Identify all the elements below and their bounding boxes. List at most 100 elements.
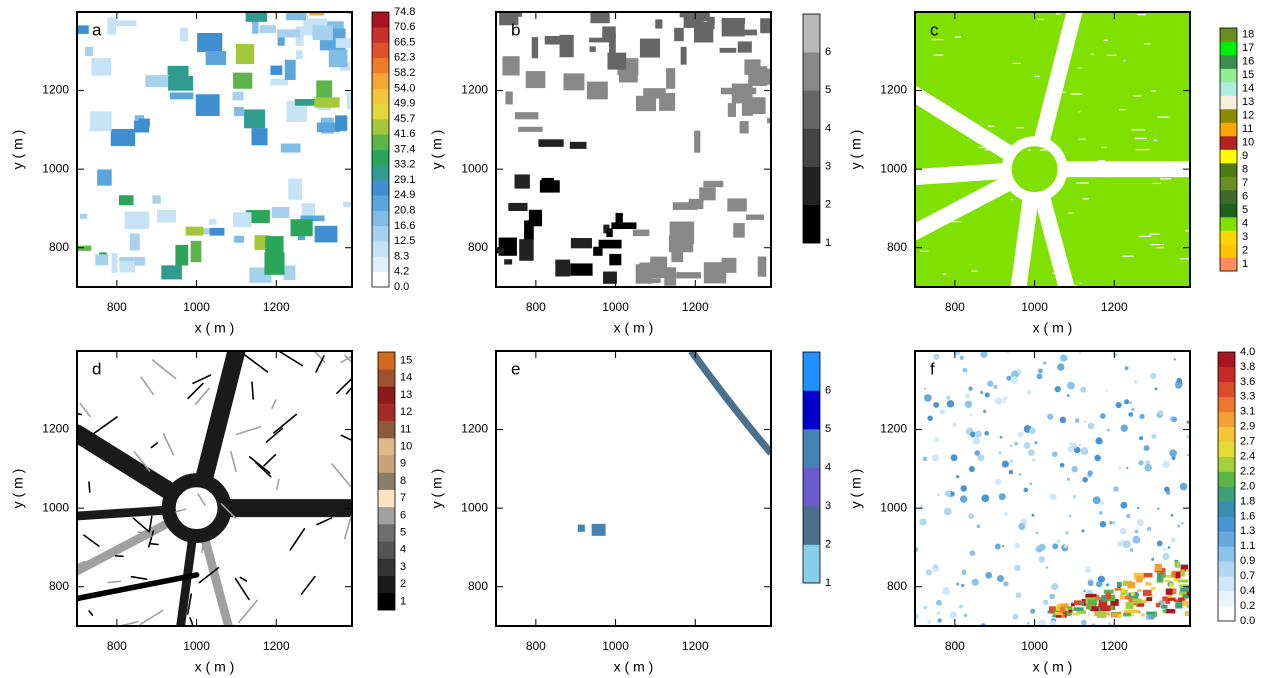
map-cell (1128, 412, 1133, 417)
map-cell (1067, 478, 1070, 481)
map-cell (609, 254, 621, 265)
map-cell (1071, 466, 1077, 472)
map-cell (1047, 414, 1053, 420)
map-cell (206, 51, 226, 65)
colorbar-swatch (1218, 427, 1235, 442)
map-cell (970, 414, 972, 416)
colorbar-swatch (372, 88, 389, 104)
road (691, 351, 771, 453)
colorbar-label: 6 (1242, 191, 1248, 203)
y-tick-label: 1200 (42, 422, 69, 436)
colorbar-swatch (803, 468, 820, 507)
y-tick-label: 800 (468, 240, 488, 254)
colorbar-label: 62.3 (394, 52, 415, 64)
map-cell (1078, 283, 1081, 284)
map-cell (606, 228, 612, 237)
map-cell (603, 272, 617, 284)
map-cell (1112, 521, 1116, 525)
map-cell (1065, 26, 1078, 27)
colorbar-swatch (378, 593, 395, 611)
colorbar-swatch (1220, 69, 1237, 83)
map-cell (1130, 548, 1134, 552)
map-cell (1155, 564, 1162, 571)
map-cell (1081, 620, 1087, 626)
colorbar-label: 5 (1242, 204, 1248, 216)
map-cell (673, 202, 698, 210)
road (131, 577, 146, 580)
colorbar-swatch (1220, 136, 1237, 150)
map-cell (1160, 572, 1163, 575)
map-cell (1029, 482, 1032, 485)
colorbar-label: 2 (825, 199, 831, 211)
map-cell (1174, 358, 1176, 360)
road (151, 544, 158, 545)
map-cell (1104, 40, 1108, 41)
map-cell (1133, 599, 1142, 603)
road (65, 481, 77, 491)
map-cell (542, 178, 554, 186)
colorbar-swatch (378, 507, 395, 525)
map-cell (1073, 495, 1076, 498)
map-cell (1046, 566, 1048, 568)
map-cell (1052, 452, 1057, 457)
map-cell (80, 214, 87, 219)
map-cell (1063, 92, 1066, 93)
road (89, 482, 90, 492)
road (190, 618, 195, 631)
map-cell (578, 525, 585, 532)
colorbar-label: 3.6 (1240, 376, 1255, 388)
map-cell (745, 97, 765, 114)
figure: a8001000120080010001200x ( m )y ( m )0.0… (0, 0, 1265, 678)
colorbar-label: 1 (400, 595, 406, 607)
map-cell (496, 248, 504, 254)
colorbar-swatch (1220, 258, 1237, 272)
colorbar-label: 14 (400, 372, 412, 384)
map-cell (1127, 582, 1135, 589)
map-cell (1177, 378, 1182, 383)
colorbar-swatch (1220, 109, 1237, 123)
map-cell (234, 236, 244, 243)
colorbar-swatch (1218, 382, 1235, 397)
colorbar-swatch (1220, 163, 1237, 177)
map-cell (329, 50, 348, 68)
map-cell (1136, 149, 1149, 150)
x-axis-label: x ( m ) (614, 659, 654, 675)
map-cell (1162, 553, 1169, 560)
colorbar-swatch (372, 195, 389, 211)
map-cell (694, 131, 700, 153)
map-cell (924, 388, 926, 390)
map-cell (936, 600, 942, 606)
map-cell (519, 239, 533, 261)
map-cell (1068, 610, 1072, 613)
map-cell (1014, 543, 1020, 549)
map-cell (733, 223, 745, 238)
map-cell (1088, 580, 1094, 586)
map-cell (1136, 576, 1142, 582)
map-cell (1126, 602, 1134, 609)
colorbar-swatch (1220, 42, 1237, 56)
map-cell (1083, 198, 1090, 199)
road (266, 428, 282, 442)
map-cell (965, 401, 972, 408)
x-tick-label: 1000 (602, 300, 629, 314)
colorbar-label: 3 (825, 500, 831, 512)
map-cell (1116, 402, 1122, 408)
map-cell (1151, 434, 1156, 439)
colorbar-label: 8 (400, 475, 406, 487)
colorbar-label: 2 (400, 578, 406, 590)
map-cell (671, 246, 683, 263)
x-tick-label: 1000 (1021, 300, 1048, 314)
map-cell (722, 18, 745, 36)
colorbar-label: 3 (400, 561, 406, 573)
map-cell (1140, 414, 1145, 419)
map-cell (1175, 602, 1182, 608)
map-cell (505, 91, 512, 104)
map-cell (1076, 182, 1088, 183)
map-cell (934, 565, 938, 569)
map-cell (1074, 600, 1081, 605)
colorbar-swatch (1218, 457, 1235, 472)
map-cell (1154, 387, 1157, 390)
map-cell (1072, 613, 1080, 615)
map (915, 12, 1191, 291)
map-cell (130, 234, 140, 251)
